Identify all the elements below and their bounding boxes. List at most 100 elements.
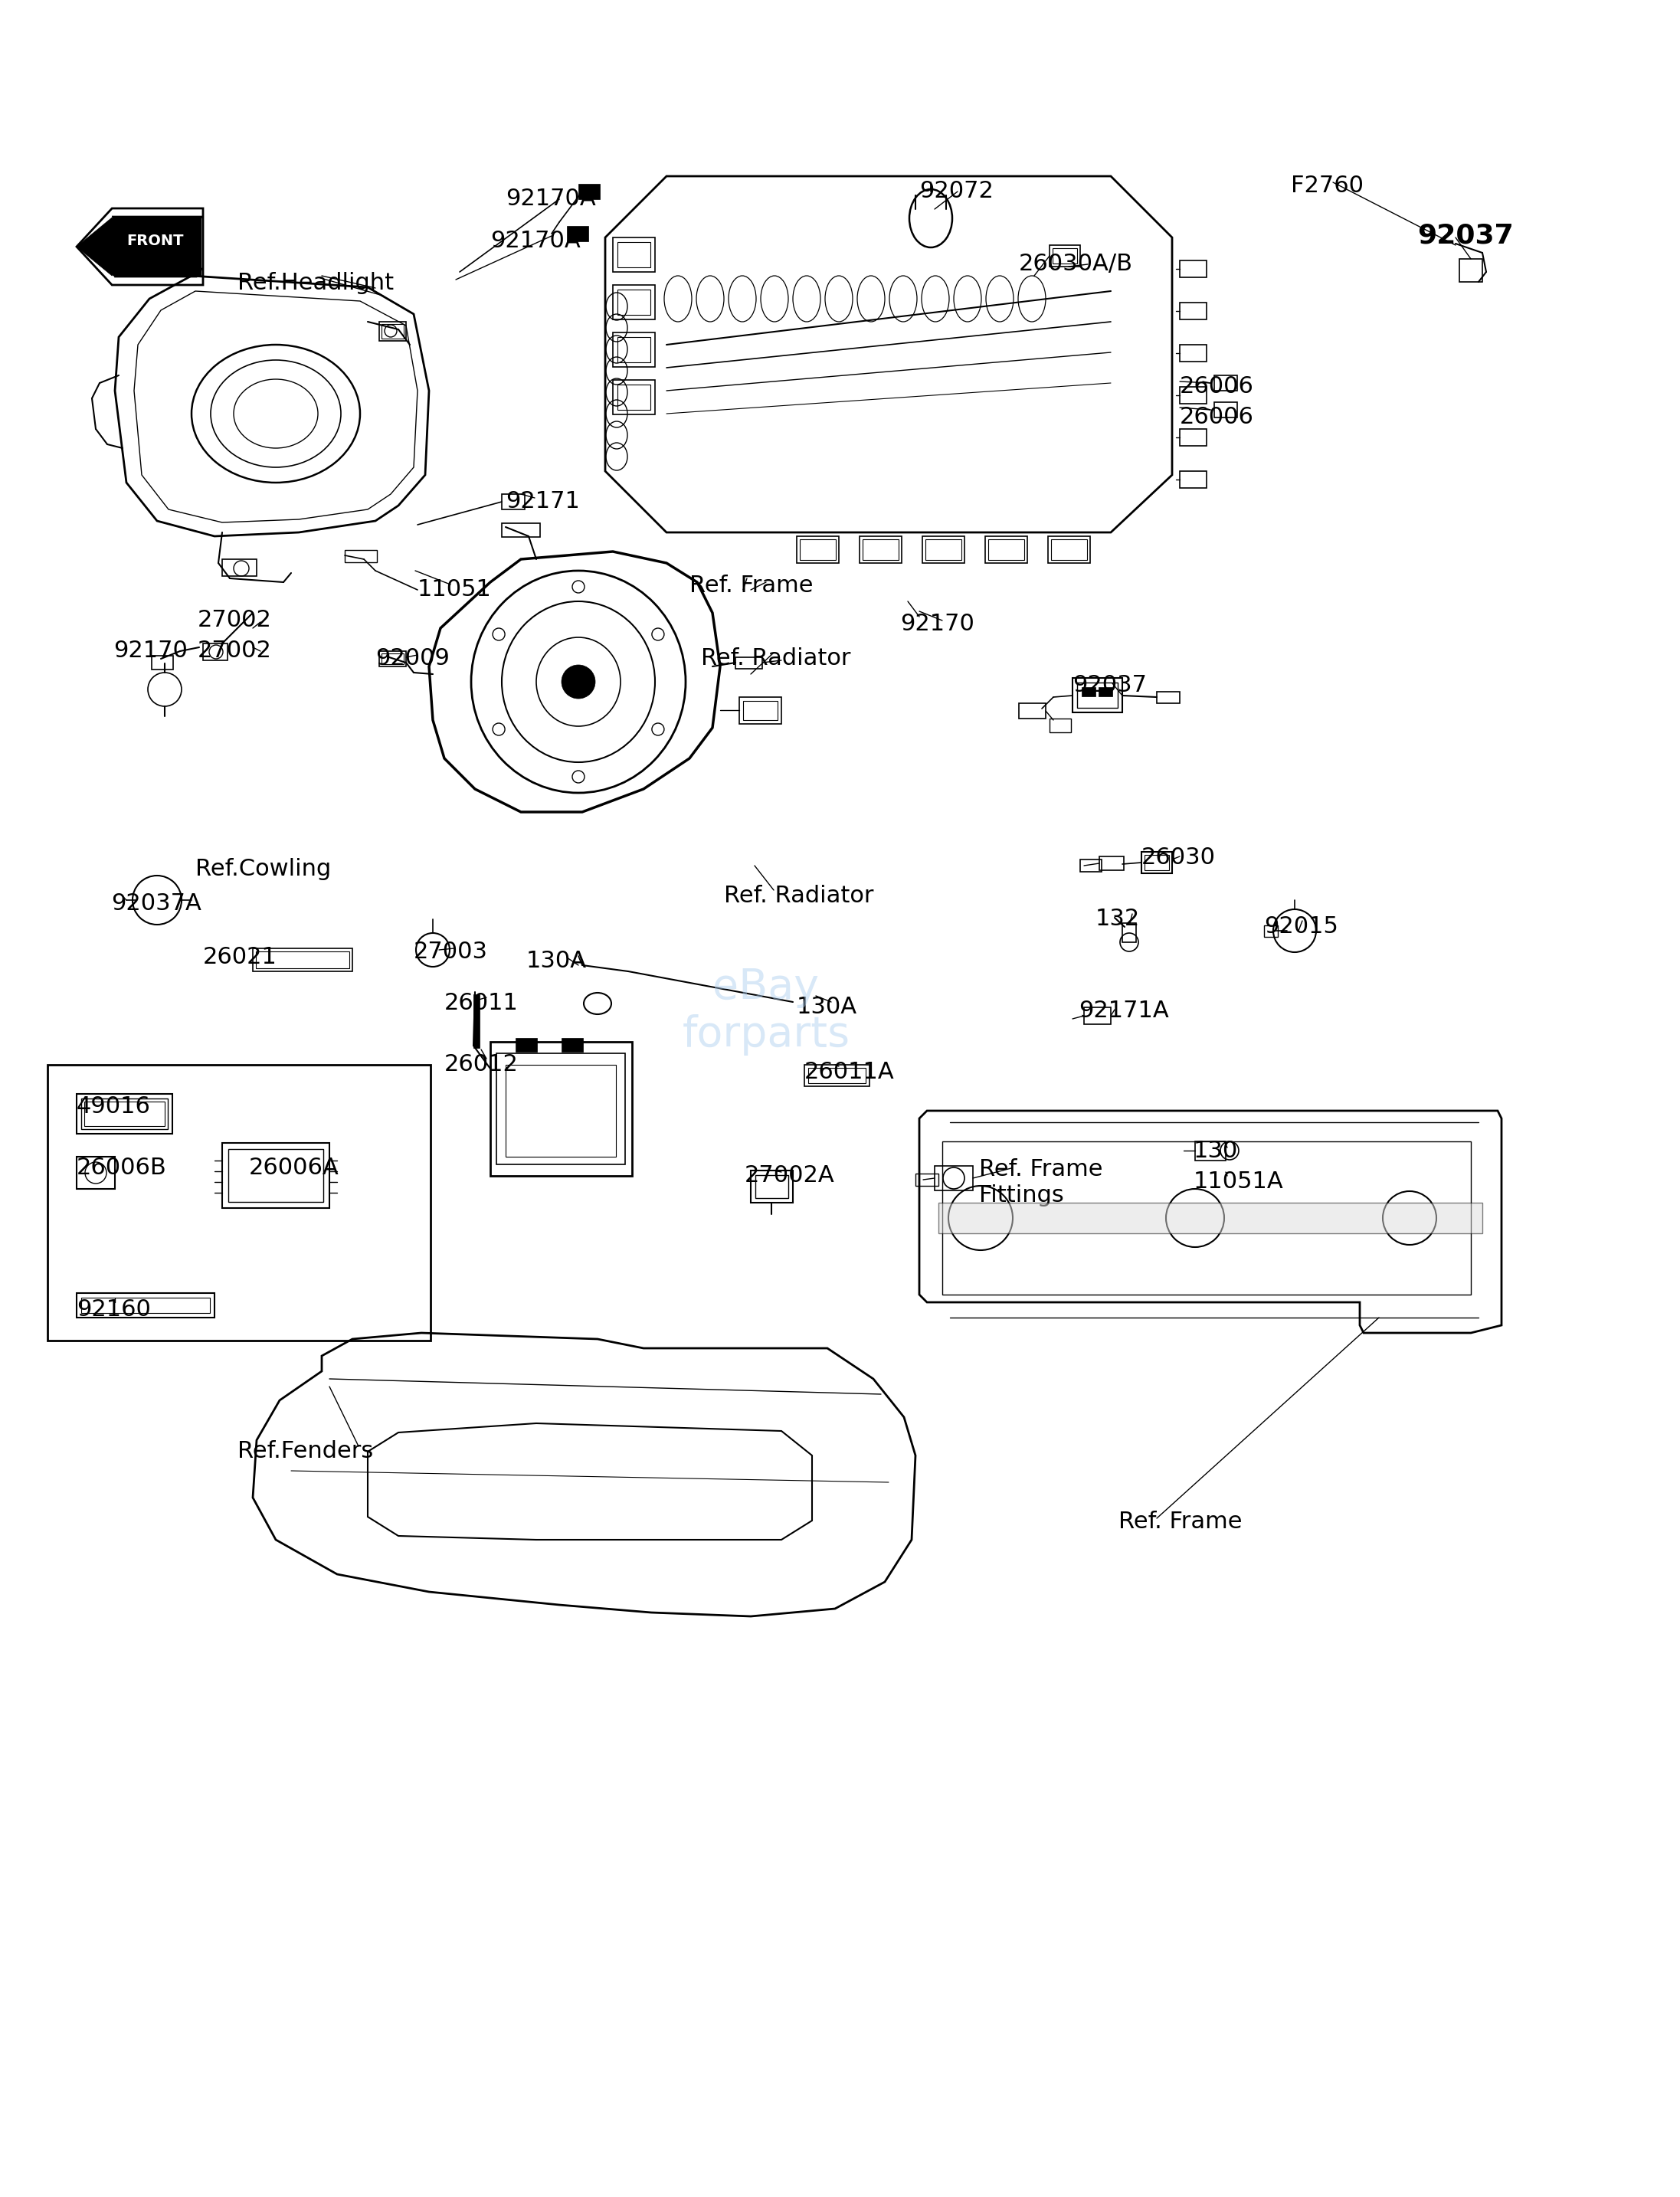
Bar	[926, 538, 961, 560]
Text: Ref.Cowling: Ref.Cowling	[195, 859, 331, 881]
Bar	[491, 1041, 632, 1175]
Bar	[1080, 859, 1102, 872]
Bar	[613, 380, 655, 415]
Bar	[613, 286, 655, 319]
Text: 27002A: 27002A	[744, 1164, 835, 1186]
Bar	[1084, 1008, 1110, 1024]
Bar	[81, 1298, 210, 1314]
Text: 26006A: 26006A	[249, 1156, 339, 1180]
Bar	[618, 290, 650, 314]
Text: 11051: 11051	[418, 578, 492, 600]
Bar	[1179, 387, 1206, 404]
Bar	[1179, 345, 1206, 363]
Bar	[1194, 1142, 1226, 1160]
Text: 92171A: 92171A	[1079, 1000, 1169, 1022]
Text: 26006B: 26006B	[77, 1156, 166, 1180]
Bar	[860, 536, 902, 562]
Text: FRONT: FRONT	[126, 233, 183, 248]
Text: 92170A: 92170A	[506, 187, 596, 211]
Bar	[613, 237, 655, 272]
Bar	[942, 1142, 1472, 1294]
Bar	[578, 185, 600, 200]
Bar	[1179, 428, 1206, 446]
Bar	[77, 1156, 114, 1189]
Bar	[1018, 703, 1045, 718]
Text: 26021: 26021	[203, 947, 277, 969]
Bar	[618, 242, 650, 268]
Bar	[743, 701, 778, 721]
Bar	[502, 494, 524, 510]
Bar	[566, 226, 588, 242]
Text: 92170: 92170	[113, 639, 188, 661]
Bar	[1050, 246, 1080, 266]
Bar	[255, 951, 349, 969]
Text: 92037A: 92037A	[111, 892, 202, 914]
Bar	[252, 949, 353, 971]
Bar	[380, 650, 407, 666]
Text: 132: 132	[1095, 907, 1141, 929]
Bar	[796, 536, 838, 562]
Bar	[561, 1037, 583, 1052]
Text: eBay
forparts: eBay forparts	[682, 967, 850, 1057]
Bar	[516, 1037, 538, 1052]
Bar	[934, 1167, 973, 1191]
Bar	[939, 1202, 1482, 1233]
Text: Ref. Radiator: Ref. Radiator	[701, 648, 850, 670]
Text: 27002: 27002	[198, 609, 272, 631]
Bar	[222, 1142, 329, 1208]
Bar	[84, 1101, 165, 1127]
Bar	[228, 1149, 323, 1202]
Bar	[1179, 470, 1206, 488]
Text: 26011: 26011	[444, 993, 519, 1015]
Bar	[381, 653, 403, 663]
Bar	[988, 538, 1025, 560]
Text: Ref.Headlight: Ref.Headlight	[237, 272, 393, 294]
Bar	[1158, 692, 1179, 703]
Text: 26006: 26006	[1179, 376, 1253, 398]
Text: 92037: 92037	[1072, 674, 1147, 696]
Bar	[380, 321, 407, 341]
Bar	[739, 696, 781, 723]
Bar	[1052, 538, 1087, 560]
Text: 92160: 92160	[77, 1298, 151, 1320]
Bar	[1099, 688, 1112, 696]
Bar	[1460, 259, 1482, 281]
Text: 27002: 27002	[198, 639, 272, 661]
Bar	[1072, 679, 1122, 712]
Text: 92072: 92072	[919, 180, 993, 202]
Bar	[800, 538, 835, 560]
Text: 92170A: 92170A	[491, 231, 581, 253]
Text: 26011A: 26011A	[805, 1061, 894, 1083]
Text: 26030A/B: 26030A/B	[1018, 253, 1132, 275]
Text: 92170: 92170	[900, 613, 974, 635]
Text: Ref. Frame
Fittings: Ref. Frame Fittings	[979, 1158, 1102, 1206]
Bar	[1141, 852, 1173, 872]
Bar	[47, 1066, 430, 1340]
Bar	[862, 538, 899, 560]
Polygon shape	[81, 218, 202, 277]
Bar	[805, 1066, 870, 1085]
Text: 92015: 92015	[1263, 916, 1339, 938]
Bar	[506, 1066, 617, 1156]
Bar	[916, 1173, 939, 1186]
Bar	[381, 323, 403, 338]
Bar	[1179, 261, 1206, 277]
Bar	[77, 1294, 215, 1318]
Bar	[736, 657, 763, 668]
Bar	[1082, 688, 1095, 696]
Bar	[344, 549, 376, 562]
Text: 92009: 92009	[375, 648, 450, 670]
Bar	[77, 1094, 173, 1134]
Text: 92171: 92171	[506, 490, 580, 512]
Bar	[474, 995, 479, 1048]
Bar	[1215, 376, 1236, 391]
Bar	[502, 523, 539, 536]
Text: 130: 130	[1193, 1140, 1238, 1162]
Text: Ref. Frame: Ref. Frame	[689, 576, 813, 598]
Text: F2760: F2760	[1290, 174, 1364, 198]
Bar	[222, 560, 257, 576]
Bar	[496, 1052, 625, 1164]
Polygon shape	[77, 218, 113, 277]
Bar	[618, 336, 650, 363]
Text: 92037: 92037	[1418, 222, 1514, 248]
